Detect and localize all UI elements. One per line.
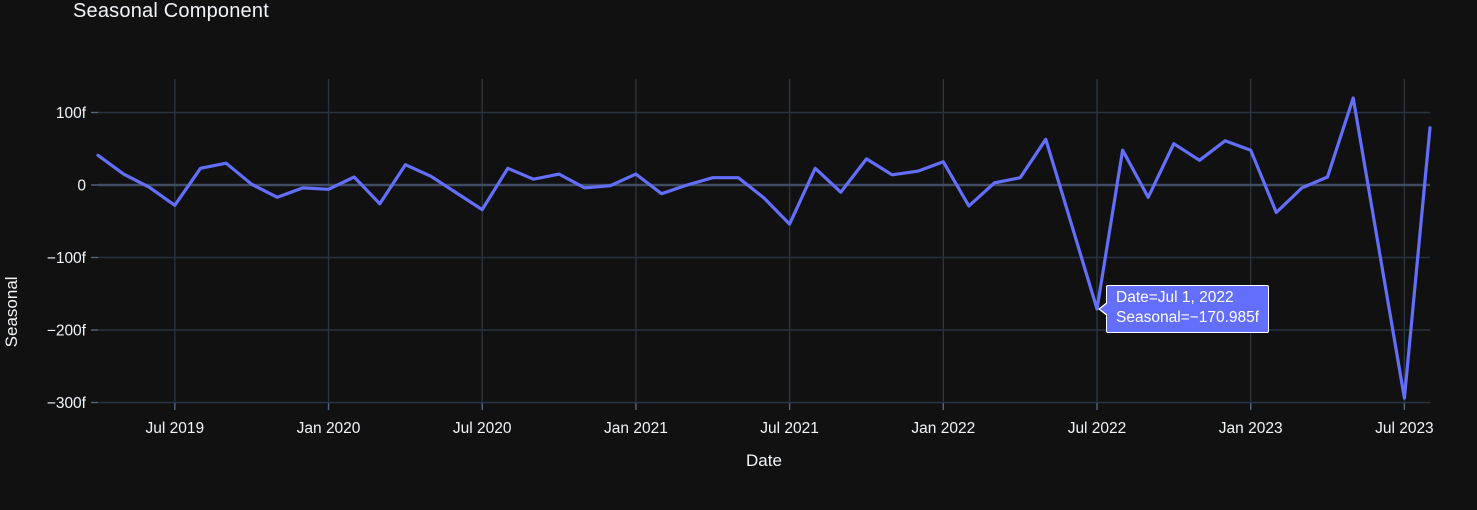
x-axis-title: Date [746, 451, 782, 470]
x-tick-label: Jul 2022 [1068, 420, 1127, 437]
x-tick-label: Jul 2020 [453, 420, 512, 437]
x-tick-label: Jul 2023 [1375, 420, 1434, 437]
x-tick-label: Jan 2022 [911, 420, 975, 437]
x-tick-label: Jan 2023 [1219, 420, 1283, 437]
tooltip-value-line: Seasonal=−170.985f [1116, 308, 1260, 326]
chart-title: Seasonal Component [73, 0, 269, 22]
x-tick-label: Jan 2021 [604, 420, 668, 437]
seasonal-line-series [96, 96, 1432, 400]
x-tick-label: Jul 2021 [760, 420, 819, 437]
y-tick-label: 100f [56, 105, 87, 122]
y-tick-label: −200f [47, 322, 87, 339]
x-tick-label: Jul 2019 [146, 420, 205, 437]
hover-tooltip: Date=Jul 1, 2022 Seasonal=−170.985f [1098, 284, 1270, 333]
tooltip-arrow-icon [1100, 302, 1108, 315]
x-tick-label: Jan 2020 [297, 420, 361, 437]
tooltip-date-line: Date=Jul 1, 2022 [1116, 288, 1234, 306]
y-tick-label: −100f [47, 250, 87, 267]
y-tick-label: −300f [47, 395, 87, 412]
y-tick-label: 0 [77, 177, 86, 194]
